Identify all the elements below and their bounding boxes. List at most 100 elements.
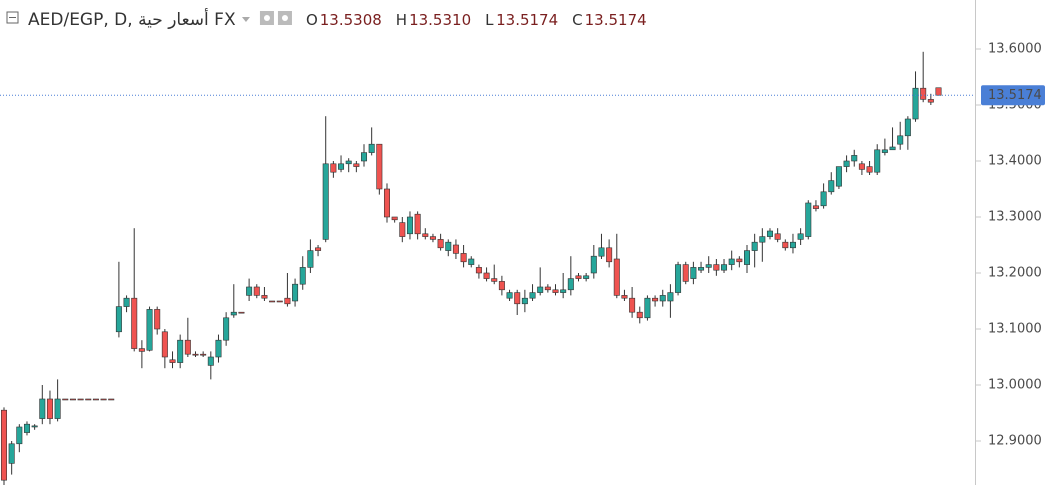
candle-body [498,281,505,291]
candle-body [927,99,934,103]
candle-body [39,398,46,419]
y-tick-label: 13.2000 [988,265,1042,280]
candle-body [514,292,521,305]
candle-body [529,292,536,299]
price-axis: 12.9000 13.0000 13.1000 13.2000 13.3000 13.40… [976,41,1045,448]
collapse-icon[interactable] [6,11,19,24]
ohlc-value: 13.5308 [320,11,382,29]
candle-body [31,425,38,428]
candle-body [590,255,597,274]
candle-body [131,297,138,349]
candle-body [483,272,490,279]
ohlc-value: 13.5174 [496,11,558,29]
candle-body [751,241,758,251]
candle-body [874,149,881,173]
candle-body [889,146,896,151]
candle-body [675,264,682,293]
candle-body [475,267,482,274]
ohlc-value: 13.5310 [409,11,471,29]
candle-body [491,278,498,282]
candle-body [812,205,819,209]
ohlc-legend: O 13.5308 H 13.5310 L 13.5174 C 13.5174 [306,11,647,29]
y-tick-label: 12.9000 [988,433,1042,448]
candle-body [736,258,743,263]
candle-body [0,409,8,481]
symbol-title: AED/EGP, D, أسعار حية FX [28,8,236,30]
candle-body [744,250,751,265]
candle-body [797,233,804,240]
candle-body [338,163,345,170]
candle-body [537,286,544,293]
candle-body [23,423,30,433]
candle-body [230,311,237,316]
candle-body [315,247,322,251]
candle-body [835,166,842,187]
candle-body [575,275,582,279]
candle-body [690,267,697,279]
candle-body [606,247,613,263]
candle-body [284,297,291,305]
candle-body [843,160,850,167]
candle-body [544,286,551,291]
header-icons [259,11,292,25]
dropdown-caret[interactable] [241,17,250,22]
candle-body [782,241,789,249]
candle-body [460,253,467,263]
candle-body [866,166,873,173]
candle-body [429,236,436,240]
candle-body [851,155,858,162]
candle-body [904,118,911,137]
candle-body [728,258,735,265]
y-tick-label: 13.6000 [988,41,1042,56]
ohlc-value: 13.5174 [585,11,647,29]
candle-body [161,331,168,358]
candle-body [897,135,904,145]
candle-body [621,295,628,299]
candle-body [77,398,84,401]
candle-body [613,258,620,296]
candle-body [858,163,865,170]
y-tick-label: 13.1000 [988,321,1042,336]
candle-body [667,292,674,302]
candle-body [698,267,705,271]
candle-body [659,295,666,302]
candle-body [69,398,76,401]
y-tick-label: 13.3000 [988,209,1042,224]
candle-body [207,356,214,366]
candle-body [935,87,942,96]
settings-icon-center [281,15,288,21]
candle-body [383,188,390,218]
candle-body [322,163,329,240]
candle-body [774,233,781,240]
candle-body [437,239,444,249]
candle-body [721,264,728,271]
ohlc-key: C [572,11,582,29]
candle-body [805,202,812,237]
candle-body [184,339,191,355]
candle-body [705,264,712,268]
candle-body [361,152,368,162]
candle-body [713,264,720,271]
candle-body [353,163,360,167]
candle-body [468,258,475,265]
last-price-label: 13.5174 [988,88,1042,103]
candle-body [123,297,130,307]
candle-body [146,309,153,351]
candle-body [552,289,559,293]
candle-body [85,398,92,401]
candle-body [652,297,659,302]
candle-body [223,317,230,341]
candle-body [169,359,176,363]
candle-body [269,300,276,303]
candle-body [368,143,375,153]
eye-icon-pupil [263,15,270,21]
candle-body [881,149,888,153]
y-tick-label: 13.0000 [988,377,1042,392]
candle-body [8,443,15,464]
candle-body [414,213,421,235]
candle-body [583,275,590,279]
ohlc-key: H [396,11,407,29]
candle-body [789,241,796,249]
candle-body [276,300,283,303]
